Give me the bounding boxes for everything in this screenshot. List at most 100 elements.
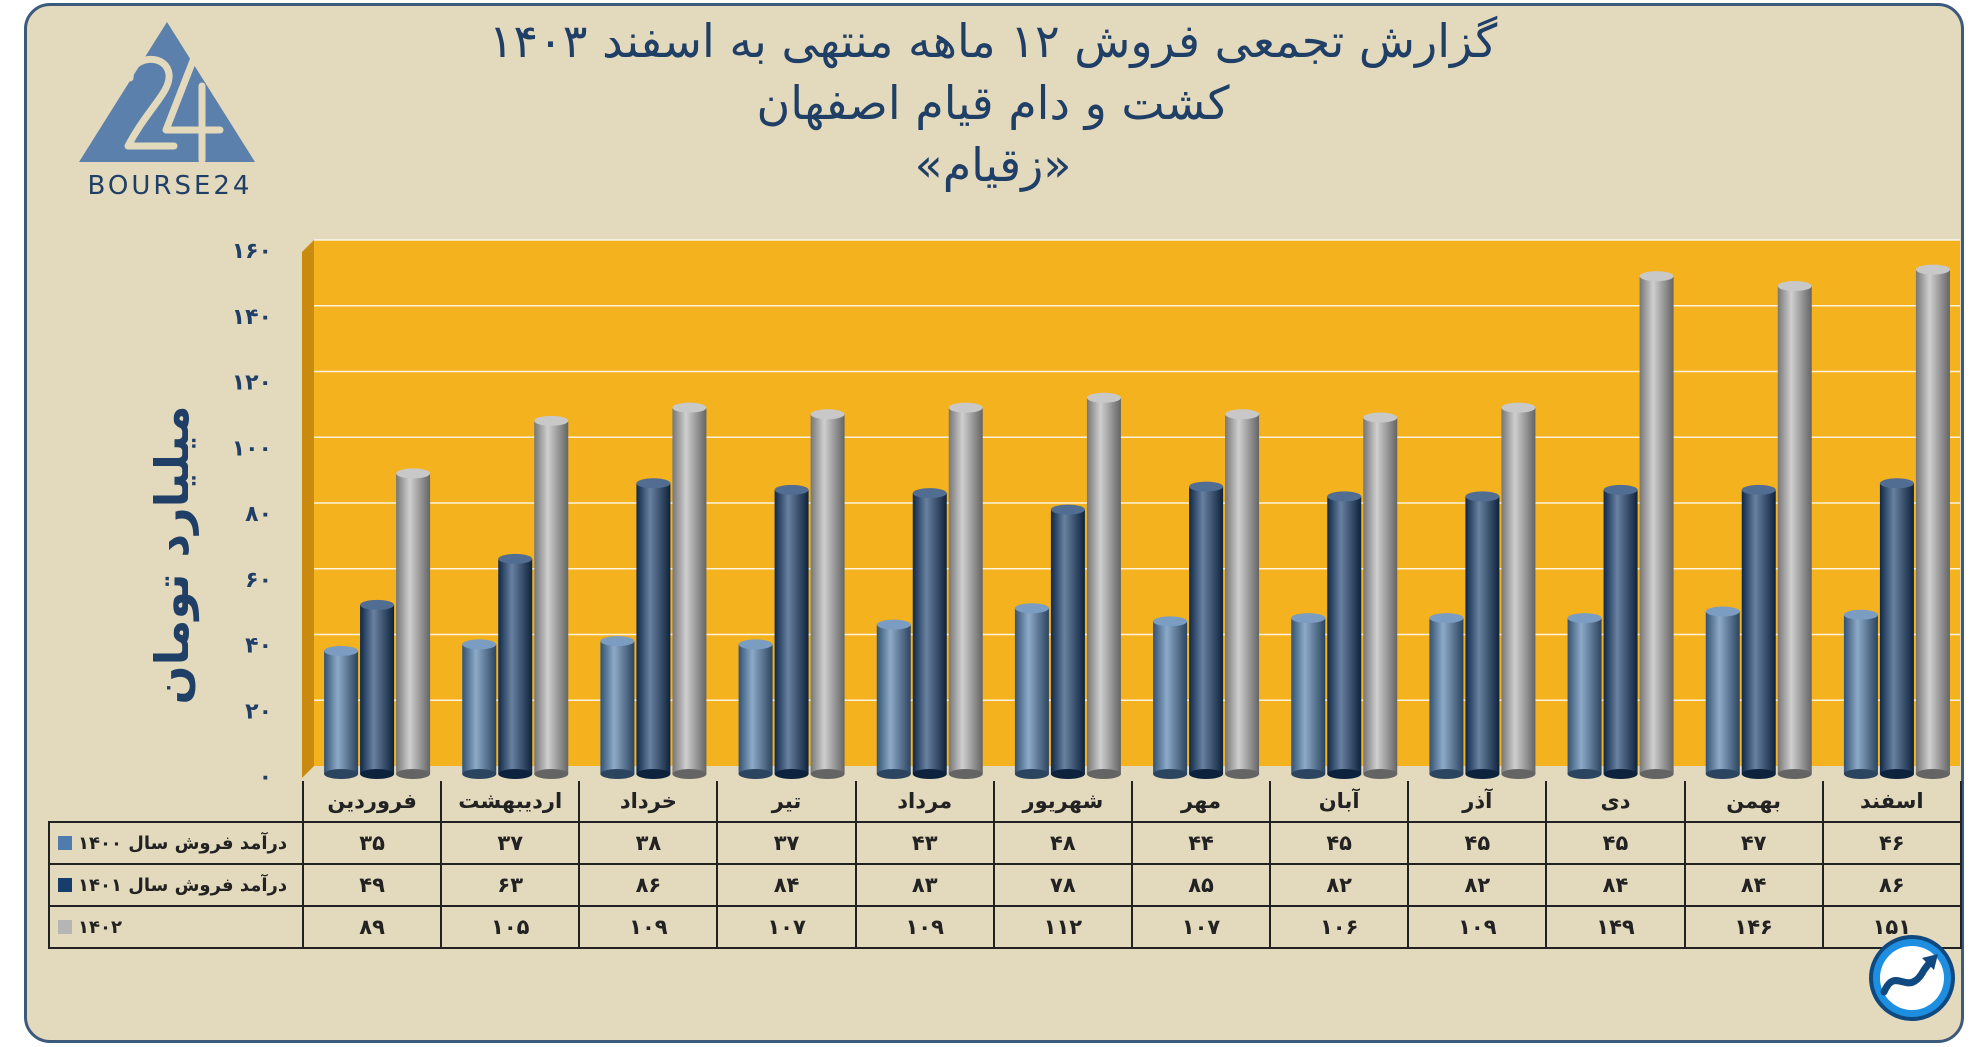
- bar-0-2: [600, 636, 635, 779]
- title-line-3: «زقیام»: [914, 138, 1072, 192]
- bar-0-3: [738, 639, 773, 779]
- y-axis-label: میلیارد تومان: [145, 405, 199, 704]
- bar-0-10: [1705, 606, 1740, 779]
- x-tick-label: فروردین: [301, 781, 443, 823]
- bar-1-5: [1050, 504, 1085, 779]
- data-label: ۴۳: [854, 821, 995, 865]
- data-label: ۸۴: [716, 863, 857, 907]
- bar-2-4: [948, 402, 983, 779]
- x-tick-label: خرداد: [578, 781, 719, 823]
- bar-0-9: [1567, 613, 1602, 779]
- x-tick-label: بهمن: [1683, 781, 1824, 823]
- bourse24-logo: BOURSE24: [79, 22, 255, 201]
- data-label: ۸۶: [578, 863, 719, 907]
- bar-2-7: [1363, 412, 1398, 779]
- y-tick-label: ۱۲۰: [232, 371, 272, 396]
- data-label: ۱۰۹: [854, 905, 995, 949]
- bar-0-8: [1429, 613, 1464, 779]
- data-label: ۱۰۵: [440, 905, 581, 949]
- bar-1-4: [912, 488, 947, 779]
- y-tick-label: ۱۰۰: [232, 436, 272, 461]
- bar-1-0: [360, 599, 395, 779]
- data-label: ۱۰۷: [1130, 905, 1272, 949]
- table-row: ۱۴۰۲ ۸۹ ۱۰۵ ۱۰۹ ۱۰۷ ۱۰۹ ۱۱۲ ۱۰۷ ۱۰۶ ۱۰۹ ۱۴۹ ۱۴۶ ۱۵۱: [48, 905, 1962, 949]
- legend-swatch: [58, 836, 72, 851]
- y-tick-label: ۱۴۰: [232, 305, 272, 330]
- data-label: ۴۵: [1269, 821, 1410, 865]
- data-label: ۴۴: [1130, 821, 1272, 865]
- legend-swatch: [58, 920, 72, 935]
- data-label: ۸۲: [1269, 863, 1410, 907]
- data-label: ۱۱۲: [992, 905, 1133, 949]
- data-label: ۴۵: [1545, 821, 1686, 865]
- data-table: فروردین اردیبهشت خرداد تیر مرداد شهریور مهر آبا…: [48, 781, 1962, 949]
- data-label: ۴۵: [1407, 821, 1548, 865]
- bar-1-10: [1741, 484, 1776, 779]
- data-label: ۱۰۷: [716, 905, 857, 949]
- bar-2-2: [672, 402, 707, 779]
- bar-2-9: [1639, 271, 1674, 779]
- bar-1-3: [774, 484, 809, 779]
- bar-2-10: [1777, 281, 1812, 779]
- legend-entry: ۱۴۰۲: [48, 905, 304, 949]
- bar-1-9: [1603, 484, 1638, 779]
- x-tick-label: دی: [1545, 781, 1686, 823]
- y-tick-label: ۴۰: [245, 634, 272, 659]
- data-label: ۱۰۹: [578, 905, 719, 949]
- x-tick-label: مرداد: [854, 781, 995, 823]
- data-label: ۱۰۹: [1407, 905, 1548, 949]
- data-label: ۴۸: [992, 821, 1133, 865]
- data-label: ۷۸: [992, 863, 1133, 907]
- data-label: ۸۴: [1545, 863, 1686, 907]
- bar-2-3: [810, 409, 845, 779]
- bar-1-1: [498, 553, 533, 779]
- bar-2-11: [1915, 264, 1950, 779]
- bar-0-4: [876, 619, 911, 779]
- data-label: ۴۷: [1683, 821, 1824, 865]
- y-tick-label: ۶۰: [245, 568, 272, 593]
- title-line-1: گزارش تجمعی فروش ۱۲ ماهه منتهی به اسفند …: [488, 14, 1498, 68]
- legend-swatch: [58, 878, 72, 893]
- table-row: درآمد فروش سال ۱۴۰۱ ۴۹ ۶۳ ۸۶ ۸۴ ۸۳ ۷۸ ۸۵ ۸۲ ۸۲ ۸۴ ۸…: [48, 863, 1962, 907]
- data-label: ۸۲: [1407, 863, 1548, 907]
- table-category-row: فروردین اردیبهشت خرداد تیر مرداد شهریور مهر آبا…: [49, 781, 1962, 823]
- data-label: ۱۴۶: [1683, 905, 1824, 949]
- legend-entry: درآمد فروش سال ۱۴۰۱: [48, 863, 304, 907]
- plot-side-wall: [302, 240, 314, 778]
- x-tick-label: تیر: [716, 781, 857, 823]
- data-label: ۴۹: [301, 863, 443, 907]
- data-label: ۳۵: [301, 821, 443, 865]
- bar-0-11: [1843, 609, 1878, 779]
- bar-0-7: [1291, 613, 1326, 779]
- x-tick-label: شهریور: [992, 781, 1133, 823]
- data-label: ۸۵: [1130, 863, 1272, 907]
- data-label: ۶۳: [440, 863, 581, 907]
- data-label: ۸۳: [854, 863, 995, 907]
- x-tick-label: اردیبهشت: [440, 781, 581, 823]
- bar-2-1: [534, 415, 569, 779]
- bar-1-7: [1327, 491, 1362, 779]
- bar-1-2: [636, 478, 671, 779]
- bar-1-8: [1465, 491, 1500, 779]
- trend-arrow-logo-icon: [1869, 935, 1955, 1021]
- y-tick-label: ۲۰: [245, 699, 272, 724]
- data-label: ۸۹: [301, 905, 443, 949]
- y-tick-label: ۸۰: [245, 502, 272, 527]
- data-label: ۱۴۹: [1545, 905, 1686, 949]
- bar-1-6: [1189, 481, 1224, 779]
- y-tick-label: ۰: [259, 765, 272, 790]
- bar-2-5: [1086, 392, 1121, 779]
- data-label: ۳۷: [440, 821, 581, 865]
- x-tick-label: آذر: [1407, 781, 1548, 823]
- x-tick-label: آبان: [1269, 781, 1410, 823]
- data-label: ۳۷: [716, 821, 857, 865]
- x-tick-label: اسفند: [1821, 781, 1962, 823]
- bar-2-0: [396, 468, 431, 779]
- bar-0-5: [1014, 603, 1049, 779]
- bar-0-0: [324, 645, 359, 779]
- y-tick-label: ۱۶۰: [232, 239, 272, 264]
- data-label: ۱۰۶: [1269, 905, 1410, 949]
- bar-2-8: [1501, 402, 1536, 779]
- logo-text: BOURSE24: [88, 171, 253, 201]
